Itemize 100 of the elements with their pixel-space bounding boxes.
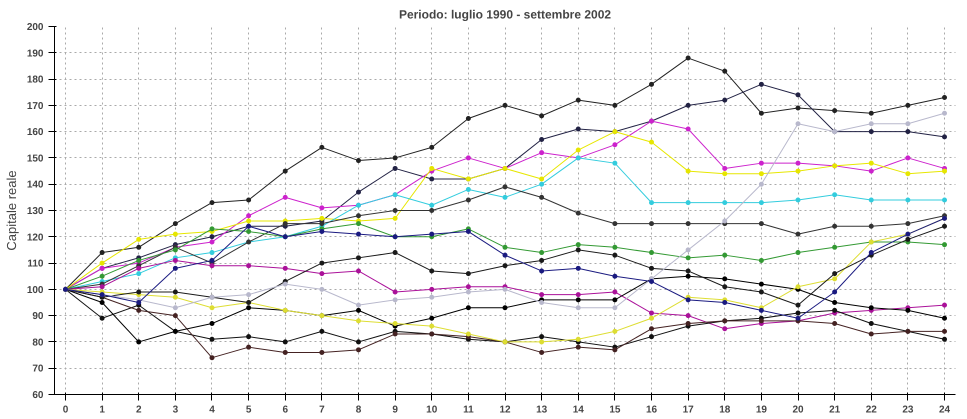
point [356,158,361,164]
point [246,213,252,218]
point [576,247,581,252]
point [136,271,142,276]
point [172,305,178,310]
point [100,260,105,266]
point [466,284,471,290]
point [649,316,654,321]
point [539,176,544,182]
point [136,339,142,344]
point [796,302,801,308]
point [392,216,398,221]
point [172,232,178,237]
point [136,244,142,250]
point [722,98,728,103]
point [466,197,471,202]
point [356,268,361,274]
point [649,82,654,87]
point [796,168,801,174]
point [282,221,288,226]
point [539,113,544,118]
point [686,221,691,226]
chart-title: Periodo: luglio 1990 - settembre 2002 [398,8,612,22]
point [172,247,178,252]
point [649,250,654,256]
point [649,326,654,332]
point [686,255,691,260]
point [576,292,581,298]
point [832,192,838,198]
point [612,347,618,352]
point [100,250,105,256]
point [539,194,544,200]
point [466,271,471,276]
point [796,250,801,256]
point [905,129,910,134]
point [246,305,252,310]
x-tick-label: 22 [866,404,878,416]
point [319,216,324,221]
point [758,221,764,226]
y-tick-label: 90 [32,311,44,322]
point [758,282,764,287]
point [429,286,434,292]
point [686,102,691,108]
point [136,289,142,294]
point [209,250,214,256]
point [502,244,508,250]
point [136,308,142,313]
point [722,68,728,74]
point [209,258,214,263]
point [356,339,361,344]
point [758,82,764,87]
point [942,242,948,248]
point [209,240,214,245]
point [942,94,948,100]
point [466,305,471,310]
x-tick-label: 2 [136,404,142,416]
point [722,326,728,332]
point [172,313,178,318]
x-tick-label: 13 [536,404,548,416]
point [612,102,618,108]
point [502,252,508,258]
y-tick-label: 70 [32,364,44,375]
y-tick-label: 150 [26,153,44,164]
point [576,344,581,350]
point [832,271,838,276]
point [319,271,324,276]
point [319,144,324,150]
point [392,321,398,326]
point [832,224,838,229]
point [100,274,105,279]
point [392,208,398,213]
x-tick-label: 11 [463,404,474,416]
point [612,244,618,250]
point [796,197,801,202]
point [429,166,434,171]
x-tick-label: 9 [392,404,398,416]
y-tick-label: 80 [32,337,44,348]
point [392,166,398,171]
point [319,229,324,234]
point [612,305,618,310]
point [686,247,691,252]
point [246,197,252,202]
y-axis-title: Capitale reale [4,170,19,251]
point [172,289,178,294]
point [136,258,142,263]
point [136,300,142,305]
point [612,297,618,302]
point [502,184,508,190]
y-tick-label: 190 [26,48,44,60]
point [466,289,471,294]
point [758,171,764,176]
point [466,332,471,337]
point [466,155,471,160]
point [502,263,508,268]
point [429,268,434,274]
point [356,302,361,308]
y-tick-label: 120 [26,232,44,244]
point [686,274,691,279]
point [612,274,618,279]
point [796,232,801,237]
